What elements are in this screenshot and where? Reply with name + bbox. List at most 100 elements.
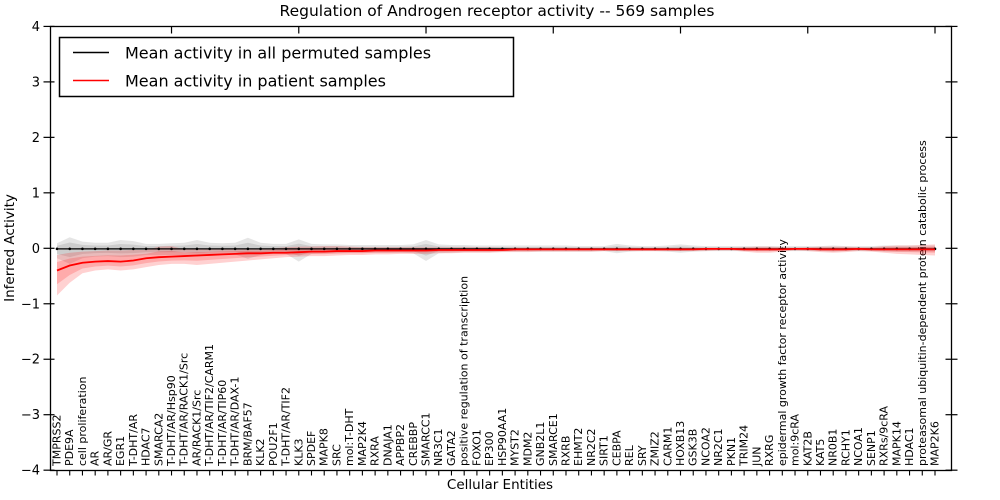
- chart-title: Regulation of Androgen receptor activity…: [280, 2, 715, 20]
- x-tick-label: EGR1: [114, 436, 127, 466]
- permuted-mean-marker: [119, 247, 122, 251]
- x-tick-label: RXRB: [559, 436, 572, 466]
- permuted-mean-marker: [221, 247, 224, 251]
- x-tick-label: BRM/BAF57: [241, 402, 254, 466]
- x-tick-label: mol:9cRA: [789, 414, 802, 466]
- x-tick-label: HDAC7: [140, 427, 153, 466]
- permuted-mean-marker: [182, 247, 186, 251]
- y-tick-label: −2: [21, 353, 40, 368]
- x-tick-label: RXRA: [369, 436, 382, 466]
- x-tick-label: SENP1: [865, 430, 878, 466]
- x-tick-label: NR2C2: [585, 428, 598, 466]
- y-tick-label: 4: [32, 20, 40, 35]
- x-tick-label: AR: [89, 450, 102, 466]
- x-tick-label: SIRT1: [598, 435, 611, 466]
- x-tick-label: EHMT2: [572, 428, 585, 466]
- x-tick-label: SMARCC1: [420, 413, 433, 466]
- y-tick-label: 3: [32, 75, 40, 90]
- legend-label-patient: Mean activity in patient samples: [125, 72, 386, 91]
- permuted-mean-marker: [322, 247, 326, 251]
- permuted-mean-marker: [386, 247, 390, 251]
- permuted-mean-marker: [93, 247, 97, 251]
- permuted-mean-marker: [81, 247, 84, 251]
- x-tick-label: KAT5: [814, 439, 827, 466]
- x-tick-label: MYST2: [509, 429, 522, 466]
- x-tick-label: NR3C1: [432, 428, 445, 466]
- x-tick-label: KAT2B: [801, 431, 814, 466]
- permuted-mean-marker: [68, 247, 72, 251]
- x-tick-label: HSP90AA1: [496, 408, 509, 466]
- x-tick-label: NCOA2: [699, 427, 712, 466]
- x-tick-label: SMARCA2: [152, 413, 165, 466]
- permuted-mean-marker: [399, 247, 402, 251]
- x-tick-label: T-DHT/AR: [127, 414, 140, 467]
- x-tick-label: KLK3: [292, 438, 305, 466]
- legend: Mean activity in all permuted samples Me…: [58, 36, 515, 98]
- x-tick-label: AR/GR: [101, 431, 114, 466]
- plot-area: TMPRSS2 PDE9A cell proliferation AR AR/GR EGR…: [21, 20, 958, 479]
- y-tick-label: −1: [21, 297, 40, 312]
- x-tick-label: ZMIZ2: [649, 431, 662, 466]
- permuted-mean-marker: [361, 247, 364, 251]
- x-tick-label: PDE9A: [63, 429, 76, 466]
- permuted-mean-marker: [310, 247, 313, 251]
- x-tick-label: NR0B1: [827, 429, 840, 466]
- x-tick-label: MAP2K4: [356, 421, 369, 466]
- x-tick-label: MAPK8: [318, 428, 331, 466]
- x-tick-label: GNB2L1: [534, 422, 547, 466]
- permuted-mean-marker: [106, 247, 110, 251]
- x-tick-label: REL: [623, 444, 636, 466]
- patient-band-inner: [57, 246, 935, 285]
- permuted-mean-marker: [411, 247, 415, 251]
- x-tick-label: CARM1: [661, 427, 674, 466]
- x-tick-label: cell proliferation: [76, 376, 89, 466]
- x-tick-label: T-DHT/AR/TIP60: [216, 380, 229, 467]
- permuted-mean-marker: [348, 247, 351, 251]
- x-tick-label: DNAJA1: [381, 424, 394, 466]
- x-tick-label: T-DHT/AR/RACK1/Src: [178, 353, 191, 467]
- x-tick-label: JUN: [750, 446, 763, 467]
- x-tick-label: CEBPA: [610, 430, 623, 466]
- permuted-mean-marker: [373, 247, 377, 251]
- x-tick-label: GSK3B: [687, 429, 700, 466]
- patient-band-outer: [57, 244, 935, 296]
- x-tick-label: RXRG: [763, 435, 776, 466]
- x-tick-label: proteasomal ubiquitin-dependent protein …: [916, 140, 929, 466]
- x-tick-label: T-DHT/AR/DAX-1: [229, 377, 242, 467]
- x-tick-label: NR2C1: [712, 428, 725, 466]
- permuted-mean-marker: [246, 247, 250, 251]
- x-tick-label: SRY: [636, 445, 649, 466]
- x-tick-label: FOXO1: [470, 429, 483, 466]
- permuted-mean-marker: [55, 247, 59, 251]
- permuted-mean-marker: [335, 247, 339, 251]
- permuted-mean-marker: [170, 247, 173, 251]
- y-tick-label: 0: [32, 242, 40, 257]
- permuted-mean-marker: [195, 247, 199, 251]
- permuted-mean-marker: [284, 247, 288, 251]
- x-tick-label: T-DHT/AR/TIF2: [280, 387, 293, 467]
- x-tick-label: positive regulation of transcription: [458, 276, 471, 466]
- y-tick-label: −4: [21, 464, 40, 479]
- x-tick-label: MAPK14: [890, 421, 903, 466]
- y-axis-label: Inferred Activity: [2, 194, 18, 302]
- x-tick-label: MAP2K6: [929, 421, 942, 466]
- legend-box: [58, 36, 515, 98]
- patient-mean-line: [56, 247, 935, 272]
- y-tick-label: 1: [32, 186, 40, 201]
- x-tick-label: RCHY1: [839, 429, 852, 466]
- x-tick-label: SRC: [330, 444, 343, 466]
- y-tick-label: 2: [32, 131, 40, 146]
- x-tick-label: AR/RACK1/Src: [190, 390, 203, 466]
- x-tick-label: T-DHT/AR/TIF2/CARM1: [203, 344, 216, 467]
- x-tick-label: HOXB13: [674, 421, 687, 466]
- legend-label-permuted: Mean activity in all permuted samples: [125, 44, 431, 63]
- x-tick-label: SMARCE1: [547, 413, 560, 466]
- permuted-mean-marker: [424, 247, 428, 251]
- permuted-mean-marker: [157, 247, 161, 251]
- x-tick-label: NCOA1: [852, 427, 865, 466]
- permuted-mean-marker: [132, 247, 135, 251]
- permuted-mean-marker: [272, 247, 275, 251]
- x-tick-label: TRIM24: [738, 425, 751, 467]
